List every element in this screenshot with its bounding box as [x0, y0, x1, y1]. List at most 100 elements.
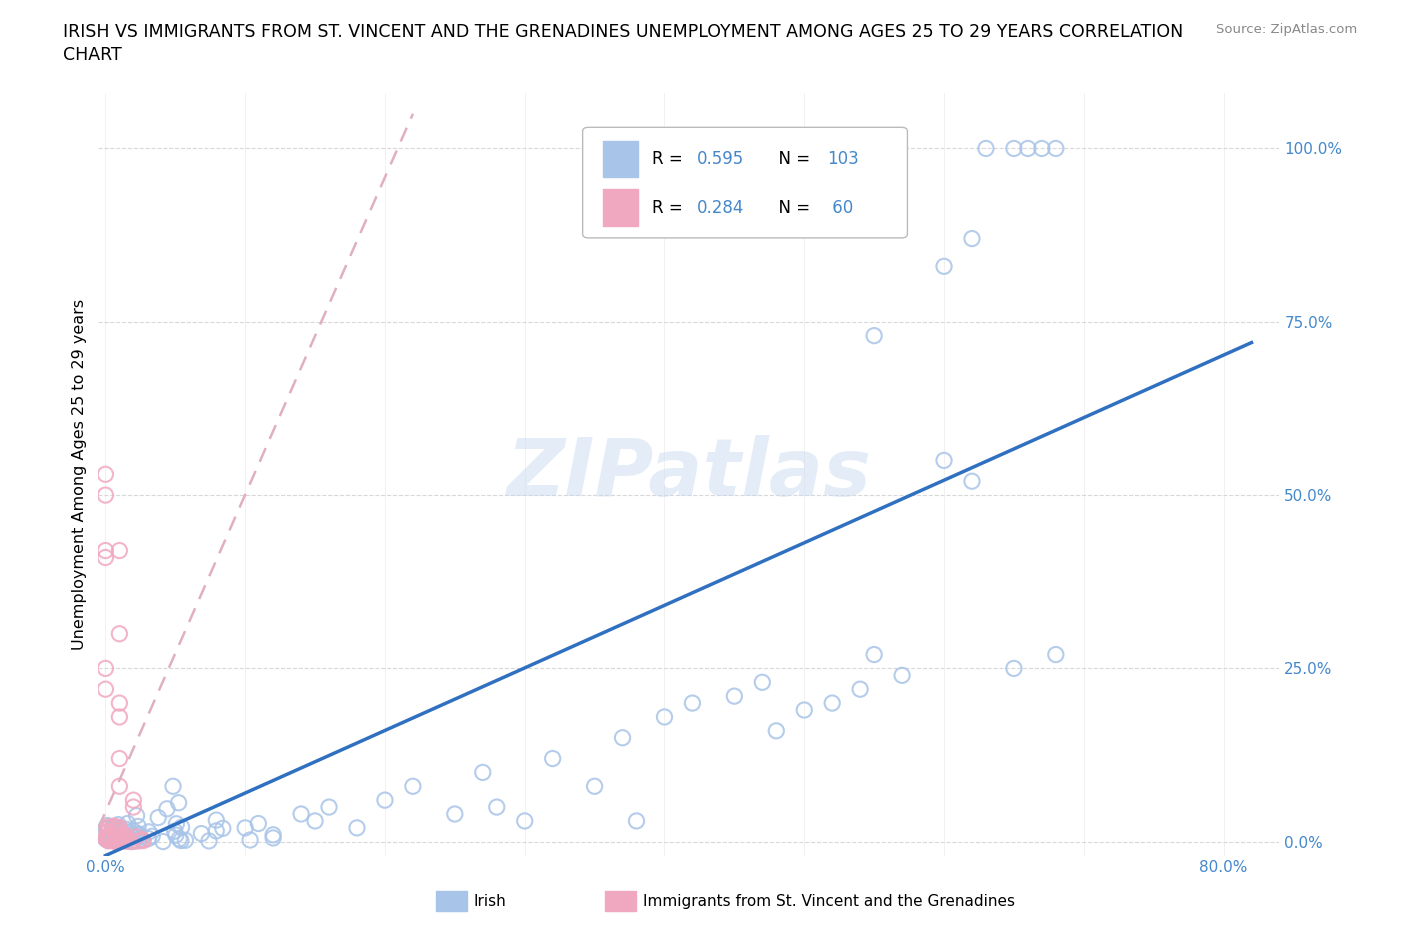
Point — [94, 821, 117, 836]
Point — [932, 453, 955, 468]
Point — [97, 832, 120, 847]
Point — [122, 834, 145, 849]
Point — [681, 696, 703, 711]
Point — [170, 820, 193, 835]
Point — [960, 473, 983, 488]
Point — [108, 834, 131, 849]
Point — [97, 819, 120, 834]
Point — [107, 817, 129, 832]
Point — [114, 830, 136, 845]
Point — [1031, 141, 1053, 156]
Point — [98, 828, 121, 843]
Point — [100, 826, 122, 841]
Point — [346, 820, 368, 835]
Point — [112, 830, 135, 845]
Text: Source: ZipAtlas.com: Source: ZipAtlas.com — [1216, 23, 1357, 36]
Point — [190, 826, 212, 841]
Point — [205, 823, 228, 838]
Point — [107, 830, 129, 844]
Point — [110, 830, 132, 845]
Point — [97, 830, 120, 844]
Text: 0.595: 0.595 — [697, 150, 744, 168]
Point — [211, 821, 233, 836]
Point — [105, 824, 128, 839]
Point — [108, 820, 131, 835]
Point — [233, 820, 256, 835]
Point — [125, 827, 148, 842]
Point — [793, 702, 815, 717]
Point — [127, 833, 149, 848]
Point — [162, 778, 184, 793]
Point — [98, 820, 121, 835]
Point — [101, 822, 124, 837]
Point — [654, 710, 676, 724]
Point — [131, 832, 153, 847]
Text: R =: R = — [652, 198, 689, 217]
Point — [132, 833, 155, 848]
Text: Irish: Irish — [474, 894, 506, 909]
Point — [1045, 141, 1067, 156]
Point — [94, 550, 117, 565]
Point — [115, 822, 138, 837]
Point — [98, 827, 121, 842]
Point — [105, 819, 128, 834]
Point — [121, 827, 143, 842]
Point — [96, 831, 118, 846]
Y-axis label: Unemployment Among Ages 25 to 29 years: Unemployment Among Ages 25 to 29 years — [72, 299, 87, 650]
Point — [125, 830, 148, 844]
Point — [849, 682, 872, 697]
Point — [148, 810, 170, 825]
Point — [97, 831, 120, 846]
Point — [125, 808, 148, 823]
Point — [198, 833, 221, 848]
Point — [122, 800, 145, 815]
Text: Immigrants from St. Vincent and the Grenadines: Immigrants from St. Vincent and the Gren… — [643, 894, 1015, 909]
Point — [94, 831, 117, 846]
Text: N =: N = — [768, 198, 815, 217]
Point — [1045, 647, 1067, 662]
Point — [118, 824, 141, 839]
Point — [108, 543, 131, 558]
Point — [115, 829, 138, 844]
Point — [863, 647, 886, 662]
Text: 60: 60 — [827, 198, 853, 217]
Point — [1002, 141, 1025, 156]
Point — [723, 689, 745, 704]
Point — [262, 830, 284, 845]
Point — [104, 833, 127, 848]
Text: 0.284: 0.284 — [697, 198, 745, 217]
Point — [94, 487, 117, 502]
Point — [612, 730, 634, 745]
Point — [128, 828, 150, 843]
Point — [262, 828, 284, 843]
Point — [96, 830, 118, 845]
FancyBboxPatch shape — [603, 140, 638, 178]
Point — [107, 829, 129, 844]
Point — [114, 832, 136, 847]
Point — [136, 831, 159, 846]
Point — [174, 832, 197, 847]
Point — [1017, 141, 1039, 156]
Point — [105, 831, 128, 846]
Point — [156, 802, 179, 817]
Point — [111, 827, 134, 842]
Point — [122, 824, 145, 839]
Point — [765, 724, 787, 738]
Point — [821, 696, 844, 711]
Point — [96, 821, 118, 836]
Point — [97, 832, 120, 847]
Point — [121, 833, 143, 848]
Point — [165, 828, 187, 843]
Point — [108, 828, 131, 843]
Point — [167, 831, 190, 846]
Point — [96, 829, 118, 844]
Point — [103, 834, 125, 849]
Text: ZIPatlas: ZIPatlas — [506, 435, 872, 513]
Point — [541, 751, 564, 766]
Point — [94, 831, 117, 846]
Point — [101, 820, 124, 835]
Point — [115, 834, 138, 849]
Point — [960, 232, 983, 246]
Point — [114, 830, 136, 845]
Text: CHART: CHART — [63, 46, 122, 64]
